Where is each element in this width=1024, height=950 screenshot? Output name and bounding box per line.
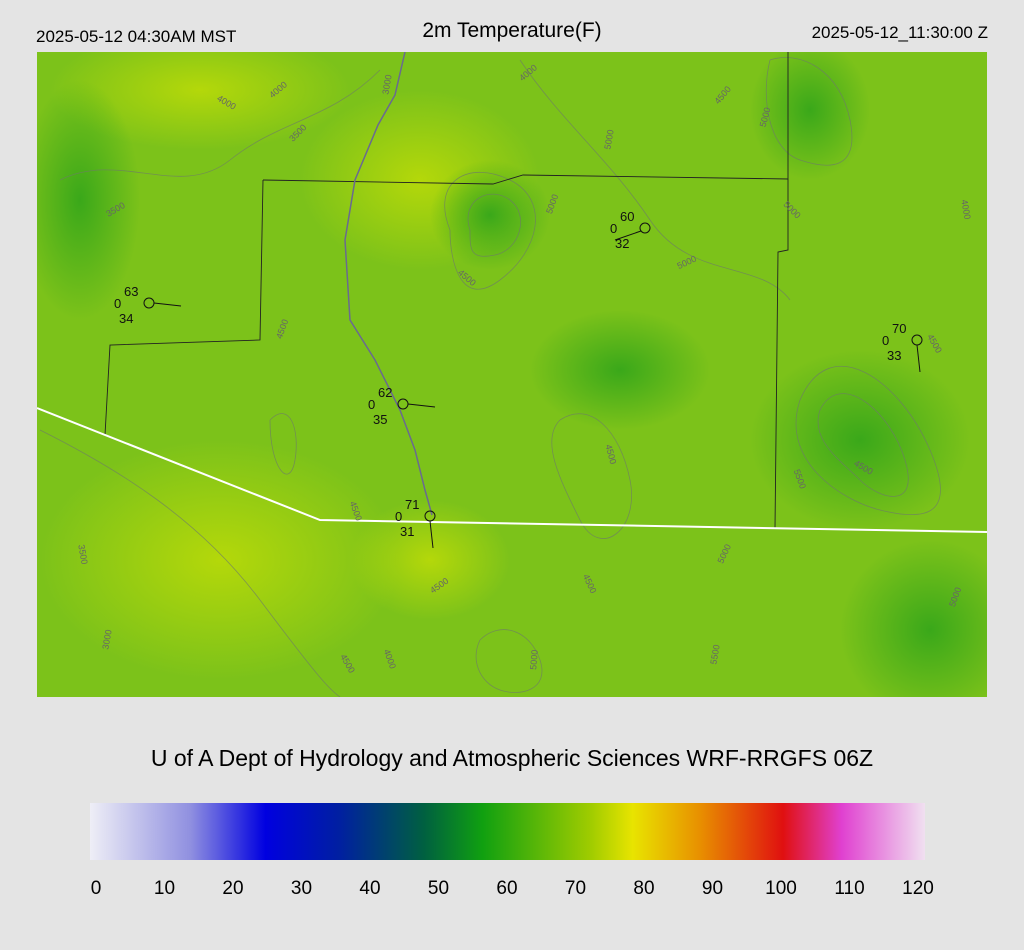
valid-local: 2025-05-12 04:30AM MST bbox=[36, 27, 236, 46]
footer: U of A Dept of Hydrology and Atmospheric… bbox=[151, 745, 873, 771]
colorbar-tick-label: 80 bbox=[633, 878, 654, 899]
station-wind: 0 bbox=[368, 397, 375, 412]
colorbar-tick-label: 90 bbox=[702, 878, 723, 899]
colorbar-ticks: 0 10 20 30 40 50 60 70 80 90 100 110 120 bbox=[91, 860, 934, 899]
station-dew: 31 bbox=[400, 524, 414, 539]
colorbar-tick-label: 20 bbox=[222, 878, 243, 899]
contour-label: 5500 bbox=[708, 644, 721, 665]
station-wind: 0 bbox=[114, 296, 121, 311]
contour-label: 3000 bbox=[100, 629, 113, 650]
station-dew: 35 bbox=[373, 412, 387, 427]
wind-barb bbox=[614, 230, 642, 241]
station-wind: 0 bbox=[610, 221, 617, 236]
wind-barb bbox=[407, 403, 436, 408]
contour-label: 3000 bbox=[380, 74, 393, 95]
colorbar-tick-label: 70 bbox=[565, 878, 586, 899]
wind-barb bbox=[429, 520, 434, 549]
valid-utc: 2025-05-12_11:30:00 Z bbox=[812, 23, 988, 42]
colorbar-tick-label: 40 bbox=[359, 878, 380, 899]
colorbar-tick-label: 110 bbox=[834, 878, 864, 899]
station-dew: 32 bbox=[615, 236, 629, 251]
contour-label: 5000 bbox=[528, 649, 540, 670]
station-wind: 0 bbox=[395, 509, 402, 524]
colorbar-tick-label: 100 bbox=[765, 878, 797, 899]
colorbar-tick-label: 50 bbox=[428, 878, 449, 899]
station-temp: 60 bbox=[620, 209, 634, 224]
colorbar bbox=[90, 803, 925, 860]
colorbar-tick-label: 10 bbox=[154, 878, 175, 899]
contour-label: 3500 bbox=[76, 544, 89, 565]
station-wind: 0 bbox=[882, 333, 889, 348]
station-circle bbox=[639, 222, 651, 234]
colorbar-tick-label: 0 bbox=[91, 878, 102, 899]
wind-barb bbox=[153, 302, 182, 307]
contour-label: 5000 bbox=[602, 129, 615, 150]
title: 2m Temperature(F) bbox=[422, 19, 601, 42]
station-temp: 71 bbox=[405, 497, 419, 512]
station-dew: 33 bbox=[887, 348, 901, 363]
colorbar-tick-label: 60 bbox=[496, 878, 517, 899]
station-temp: 62 bbox=[378, 385, 392, 400]
colorbar-tick-label: 30 bbox=[291, 878, 312, 899]
wind-barb bbox=[916, 344, 921, 373]
station-temp: 70 bbox=[892, 321, 906, 336]
station-temp: 63 bbox=[124, 284, 138, 299]
station-dew: 34 bbox=[119, 311, 133, 326]
contour-label: 4000 bbox=[959, 199, 972, 220]
colorbar-tick-label: 120 bbox=[902, 878, 934, 899]
